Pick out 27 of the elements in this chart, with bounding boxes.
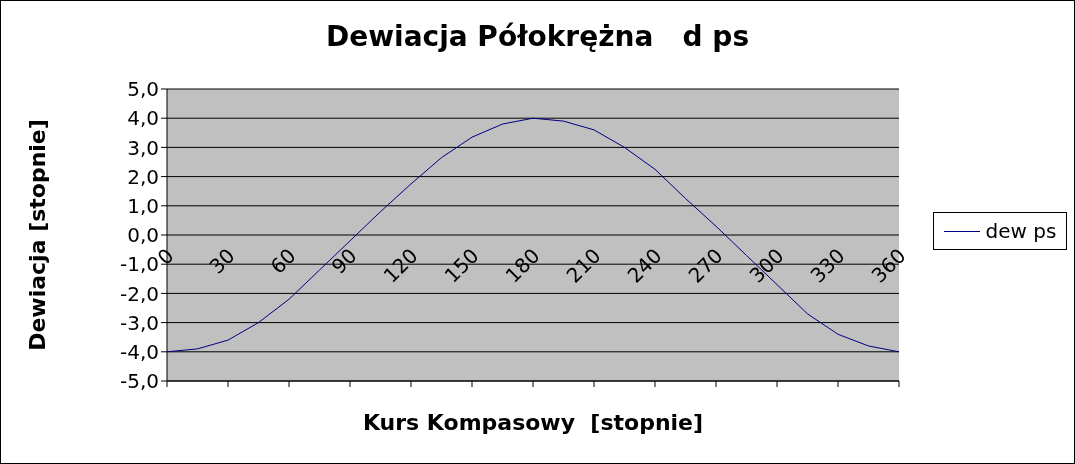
y-tick-label: -4,0	[119, 339, 159, 364]
x-tick-label: 300	[744, 243, 789, 288]
y-axis-title: Dewiacja [stopnie]	[24, 119, 50, 351]
x-tick-label: 180	[500, 243, 545, 288]
y-tick-label: -1,0	[119, 252, 159, 277]
x-tick-label: 330	[805, 243, 850, 288]
y-tick-label: -2,0	[119, 281, 159, 306]
x-tick-label: 90	[326, 243, 362, 279]
x-tick-label: 60	[265, 243, 301, 279]
x-tick-label: 270	[683, 243, 728, 288]
x-tick-label: 30	[204, 243, 240, 279]
y-tick-label: 5,0	[127, 77, 159, 102]
chart-title: Dewiacja Półokrężna d ps	[324, 20, 751, 53]
y-tick-label: 4,0	[127, 106, 159, 131]
legend-label: dew ps	[985, 219, 1057, 243]
x-axis-title: Kurs Kompasowy [stopnie]	[361, 410, 705, 435]
x-tick-label: 360	[866, 243, 911, 288]
y-tick-label: -5,0	[119, 369, 159, 394]
y-tick-label: 1,0	[127, 193, 159, 218]
y-tick-label: 0,0	[127, 223, 159, 248]
x-tick-label: 120	[378, 243, 423, 288]
x-tick-label: 150	[439, 243, 484, 288]
y-tick-label: 2,0	[127, 164, 159, 189]
y-tick-label: -3,0	[119, 310, 159, 335]
x-tick-label: 210	[561, 243, 606, 288]
y-tick-label: 3,0	[127, 135, 159, 160]
x-tick-label: 240	[622, 243, 667, 288]
